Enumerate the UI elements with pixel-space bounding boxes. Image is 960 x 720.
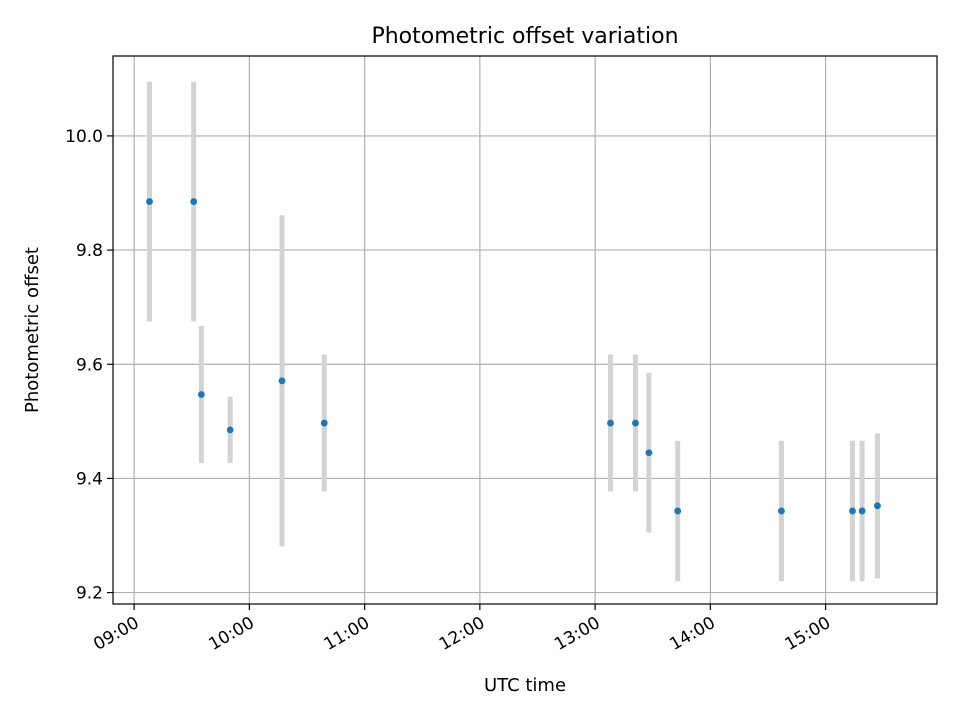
data-point bbox=[849, 507, 856, 515]
data-points bbox=[146, 198, 881, 515]
data-point bbox=[778, 507, 785, 515]
data-point bbox=[874, 502, 881, 510]
y-tick-label: 10.0 bbox=[65, 127, 103, 147]
plot-frame bbox=[112, 55, 938, 605]
data-point bbox=[226, 426, 234, 434]
data-point bbox=[146, 198, 153, 205]
data-point bbox=[645, 449, 653, 457]
data-point bbox=[632, 419, 639, 427]
y-tick-label: 9.8 bbox=[76, 241, 103, 261]
data-point bbox=[320, 419, 328, 427]
data-point bbox=[674, 507, 682, 515]
y-axis-ticks: 9.2 9.4 9.6 9.8 10.0 bbox=[65, 127, 113, 604]
y-tick-label: 9.6 bbox=[76, 355, 103, 375]
data-point bbox=[197, 391, 205, 398]
y-tick-label: 9.4 bbox=[76, 469, 103, 489]
x-axis-label: UTC time bbox=[484, 675, 566, 696]
data-point bbox=[607, 419, 614, 427]
data-point bbox=[278, 377, 286, 385]
data-point bbox=[190, 198, 198, 205]
data-point bbox=[858, 507, 866, 515]
y-tick-label: 9.2 bbox=[76, 584, 103, 604]
grid-lines bbox=[113, 56, 937, 604]
y-axis-label: Photometric offset bbox=[22, 247, 43, 413]
chart-title: Photometric offset variation bbox=[371, 24, 678, 49]
